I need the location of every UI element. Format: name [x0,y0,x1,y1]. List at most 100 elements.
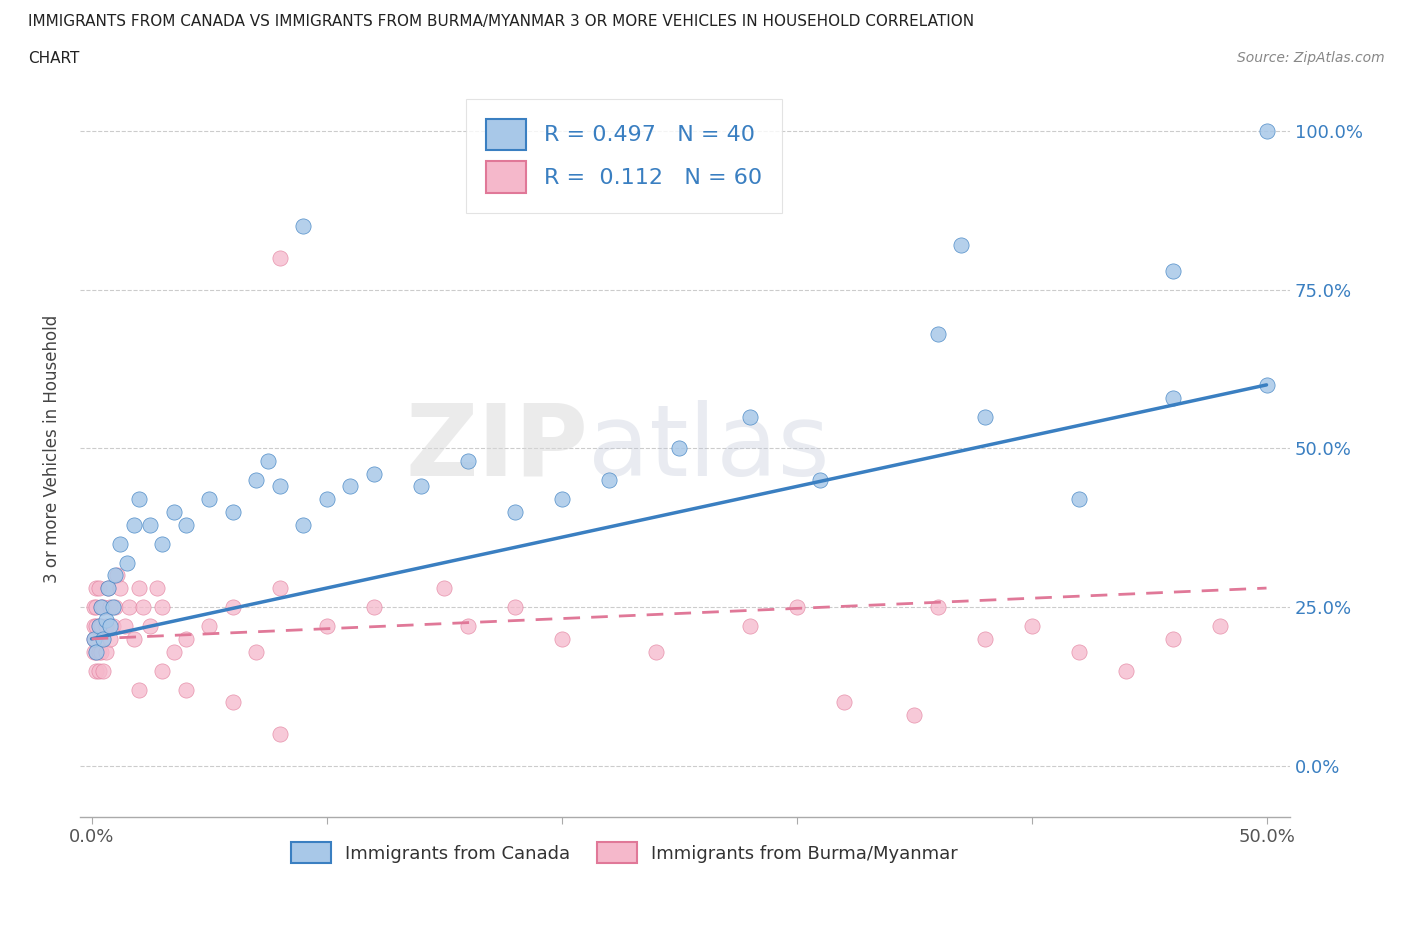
Point [644,644,666,659]
Point [104,568,127,583]
Point [90,600,112,615]
Point [457,454,479,469]
Point [83,618,105,633]
Text: CHART: CHART [28,51,80,66]
Point [90,600,112,615]
Point [101,600,124,615]
Text: IMMIGRANTS FROM CANADA VS IMMIGRANTS FROM BURMA/MYANMAR 3 OR MORE VEHICLES IN HO: IMMIGRANTS FROM CANADA VS IMMIGRANTS FRO… [28,14,974,29]
Point [86,618,108,633]
Point [118,600,141,615]
Point [786,600,808,615]
Point [150,663,173,678]
Point [87,663,110,678]
Point [94,612,117,627]
Point [1161,391,1184,405]
Point [245,472,267,487]
Point [927,600,949,615]
Point [100,631,122,646]
Point [93,600,115,615]
Point [87,644,110,659]
Point [808,472,831,487]
Point [409,479,432,494]
Point [86,644,108,659]
Point [315,618,337,633]
Point [83,631,105,646]
Point [86,644,108,659]
Point [269,726,291,741]
Point [1161,263,1184,278]
Point [198,492,221,507]
Point [122,631,145,646]
Point [174,631,197,646]
Point [115,555,138,570]
Point [257,454,280,469]
Point [139,618,162,633]
Point [292,219,315,233]
Point [163,504,186,519]
Text: ZIP: ZIP [405,400,588,497]
Point [101,618,124,633]
Point [363,600,385,615]
Point [86,600,108,615]
Point [503,504,526,519]
Point [363,466,385,481]
Point [100,618,122,633]
Point [146,580,169,595]
Point [1256,124,1278,139]
Point [598,472,620,487]
Point [269,580,291,595]
Point [1067,492,1090,507]
Point [107,568,129,583]
Point [90,618,112,633]
Point [93,631,115,646]
Point [503,600,526,615]
Point [87,580,110,595]
Point [87,618,110,633]
Point [100,600,122,615]
Text: atlas: atlas [588,400,830,497]
Legend: Immigrants from Canada, Immigrants from Burma/Myanmar: Immigrants from Canada, Immigrants from … [284,835,966,870]
Text: Source: ZipAtlas.com: Source: ZipAtlas.com [1237,51,1385,65]
Point [87,618,110,633]
Point [128,492,150,507]
Point [128,683,150,698]
Point [457,618,479,633]
Point [83,600,105,615]
Point [114,618,136,633]
Point [269,250,291,265]
Point [86,663,108,678]
Point [1256,378,1278,392]
Point [93,631,115,646]
Point [86,580,108,595]
Point [668,441,690,456]
Point [93,663,115,678]
Point [315,492,337,507]
Point [832,695,855,710]
Point [245,644,267,659]
Point [83,644,105,659]
Point [269,479,291,494]
Point [1115,663,1137,678]
Point [903,708,925,723]
Point [950,238,973,253]
Point [94,618,117,633]
Point [198,618,221,633]
Point [104,600,127,615]
Point [221,695,243,710]
Point [550,631,572,646]
Point [163,644,186,659]
Point [1067,644,1090,659]
Point [1208,618,1230,633]
Point [550,492,572,507]
Point [90,644,112,659]
Point [292,517,315,532]
Point [132,600,155,615]
Point [97,580,120,595]
Point [139,517,162,532]
Point [150,537,173,551]
Point [174,683,197,698]
Point [1161,631,1184,646]
Point [433,580,456,595]
Point [108,580,131,595]
Point [97,580,120,595]
